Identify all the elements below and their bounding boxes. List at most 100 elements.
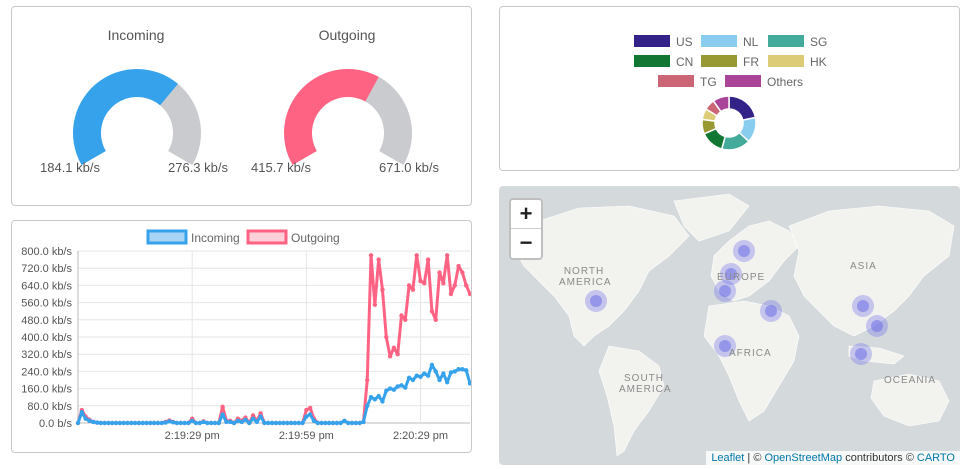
incoming-point[interactable] [113,420,119,426]
incoming-point[interactable] [292,420,298,426]
incoming-point[interactable] [235,418,241,424]
outgoing-point[interactable] [399,313,404,318]
incoming-point[interactable] [353,420,359,426]
incoming-point[interactable] [174,420,180,426]
incoming-point[interactable] [186,420,191,426]
incoming-point[interactable] [429,362,435,368]
incoming-point[interactable] [247,420,252,426]
map-marker[interactable] [765,305,777,317]
incoming-point[interactable] [410,377,416,383]
incoming-point[interactable] [285,420,290,426]
osm-link[interactable]: OpenStreetMap [764,452,843,464]
incoming-point[interactable] [281,420,286,426]
outgoing-point[interactable] [372,302,378,307]
incoming-point[interactable] [349,420,355,426]
incoming-point[interactable] [102,420,107,426]
incoming-point[interactable] [148,420,153,426]
outgoing-point[interactable] [410,287,416,292]
incoming-point[interactable] [406,375,412,381]
incoming-point[interactable] [338,420,343,426]
incoming-point[interactable] [326,420,332,426]
incoming-point[interactable] [212,420,218,426]
map-marker[interactable] [590,295,602,307]
outgoing-point[interactable] [250,413,256,418]
incoming-point[interactable] [231,420,237,426]
incoming-point[interactable] [425,373,431,378]
outgoing-point[interactable] [376,257,381,262]
outgoing-point[interactable] [463,283,469,288]
zoom-in-button[interactable]: + [519,201,533,226]
legend-label-fr[interactable]: FR [743,55,759,69]
incoming-point[interactable] [376,393,381,399]
legend-label-cn[interactable]: CN [676,55,693,69]
incoming-point[interactable] [463,368,469,373]
legend-swatch-tg[interactable] [658,75,694,87]
incoming-point[interactable] [189,418,195,424]
legend-swatch-nl[interactable] [701,35,737,47]
outgoing-point[interactable] [452,283,457,288]
incoming-point[interactable] [167,419,172,424]
outgoing-point[interactable] [437,270,442,275]
incoming-point[interactable] [334,420,339,426]
incoming-point[interactable] [441,371,446,376]
incoming-point[interactable] [277,420,282,426]
incoming-point[interactable] [269,420,275,426]
map-marker[interactable] [725,268,737,280]
incoming-point[interactable] [460,367,465,372]
outgoing-point[interactable] [418,278,423,284]
incoming-point[interactable] [151,420,157,426]
incoming-point[interactable] [209,420,214,426]
incoming-point[interactable] [395,384,400,389]
incoming-point[interactable] [330,420,336,426]
outgoing-point[interactable] [304,407,309,413]
outgoing-point[interactable] [258,411,263,416]
incoming-point[interactable] [365,403,370,408]
legend-label-tg[interactable]: TG [700,75,717,89]
incoming-point[interactable] [258,414,263,419]
incoming-point[interactable] [250,416,256,421]
incoming-point[interactable] [144,420,149,426]
incoming-point[interactable] [132,420,138,426]
incoming-point[interactable] [87,418,92,424]
incoming-point[interactable] [98,420,104,426]
incoming-point[interactable] [319,420,324,426]
legend-swatch-others[interactable] [725,75,761,87]
incoming-point[interactable] [307,412,313,417]
outgoing-point[interactable] [403,317,408,322]
incoming-point[interactable] [315,420,320,426]
map-marker[interactable] [738,245,750,257]
outgoing-point[interactable] [391,345,397,350]
map-marker[interactable] [857,300,869,312]
incoming-point[interactable] [91,419,96,425]
incoming-point[interactable] [224,419,229,425]
outgoing-point[interactable] [406,283,412,288]
incoming-point[interactable] [422,371,427,376]
incoming-point[interactable] [456,367,461,372]
zoom-out-button[interactable]: − [511,228,541,257]
incoming-point[interactable] [346,420,351,426]
incoming-point[interactable] [79,410,85,415]
incoming-point[interactable] [205,420,210,426]
outgoing-point[interactable] [429,309,435,314]
incoming-point[interactable] [75,420,81,426]
incoming-point[interactable] [448,370,454,375]
legend-label-sg[interactable]: SG [810,35,827,49]
incoming-point[interactable] [243,417,248,422]
incoming-point[interactable] [136,420,142,426]
legend-label-outgoing[interactable]: Outgoing [291,231,340,245]
outgoing-point[interactable] [467,291,471,297]
incoming-point[interactable] [399,383,404,388]
outgoing-point[interactable] [384,334,389,340]
outgoing-point[interactable] [380,287,385,292]
legend-swatch-sg[interactable] [768,35,804,47]
legend-label-us[interactable]: US [676,35,693,49]
incoming-point[interactable] [452,369,457,374]
incoming-point[interactable] [361,419,366,425]
incoming-point[interactable] [125,420,130,426]
map-marker[interactable] [871,320,883,332]
legend-swatch-fr[interactable] [701,55,737,67]
legend-swatch-incoming[interactable] [146,229,188,245]
donut-slice-others[interactable] [712,95,730,113]
map-marker[interactable] [719,340,731,352]
outgoing-point[interactable] [414,253,419,258]
